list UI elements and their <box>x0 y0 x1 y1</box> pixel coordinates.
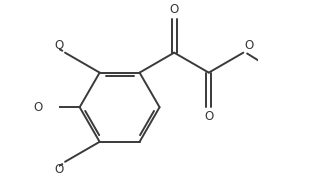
Text: O: O <box>170 2 179 16</box>
Text: O: O <box>55 39 64 52</box>
Text: O: O <box>33 101 43 114</box>
Text: O: O <box>244 39 254 52</box>
Text: O: O <box>55 163 64 176</box>
Text: O: O <box>204 110 213 123</box>
